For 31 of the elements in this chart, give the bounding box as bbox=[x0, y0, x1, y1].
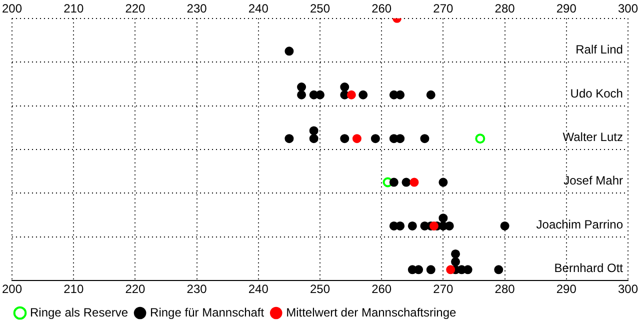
x-tick-label: 200 bbox=[2, 282, 22, 296]
x-tick-label: 250 bbox=[310, 282, 330, 296]
x2-tick-label: 270 bbox=[433, 2, 454, 16]
y-tick-label: Ralf Lind bbox=[576, 42, 623, 57]
legend-label: Mittelwert der Mannschaftsringe bbox=[286, 305, 456, 320]
x2-tick-label: 210 bbox=[64, 2, 84, 16]
y-tick-label: Josef Mahr bbox=[564, 174, 623, 188]
x2-tick-label: 240 bbox=[248, 2, 269, 16]
x-tick-label: 260 bbox=[372, 282, 392, 296]
y-tick-label: Bernhard Ott bbox=[554, 261, 624, 276]
y-tick-label: Joachim Parrino bbox=[536, 217, 624, 232]
x-tick-label: 240 bbox=[248, 282, 269, 296]
x-tick-label: 220 bbox=[125, 282, 146, 296]
x2-tick-label: 290 bbox=[556, 2, 577, 16]
legend-label: Ringe als Reserve bbox=[30, 305, 128, 320]
legend-label: Ringe für Mannschaft bbox=[150, 305, 265, 320]
x2-tick-label: 230 bbox=[186, 2, 208, 16]
x2-tick-label: 280 bbox=[494, 2, 516, 16]
x2-tick-label: 300 bbox=[618, 2, 638, 16]
x2-tick-label: 200 bbox=[2, 2, 22, 16]
x-tick-label: 230 bbox=[186, 282, 208, 296]
y-tick-label: Udo Koch bbox=[570, 86, 623, 100]
x-tick-label: 290 bbox=[556, 282, 577, 296]
y-tick-label: Walter Lutz bbox=[562, 130, 623, 144]
x2-tick-label: 250 bbox=[310, 2, 330, 16]
x-tick-label: 300 bbox=[618, 282, 638, 296]
x2-tick-label: 220 bbox=[125, 2, 146, 16]
x-tick-label: 280 bbox=[494, 282, 516, 296]
x2-tick-label: 260 bbox=[372, 2, 392, 16]
x-tick-label: 210 bbox=[64, 282, 84, 296]
x-tick-label: 270 bbox=[433, 282, 454, 296]
